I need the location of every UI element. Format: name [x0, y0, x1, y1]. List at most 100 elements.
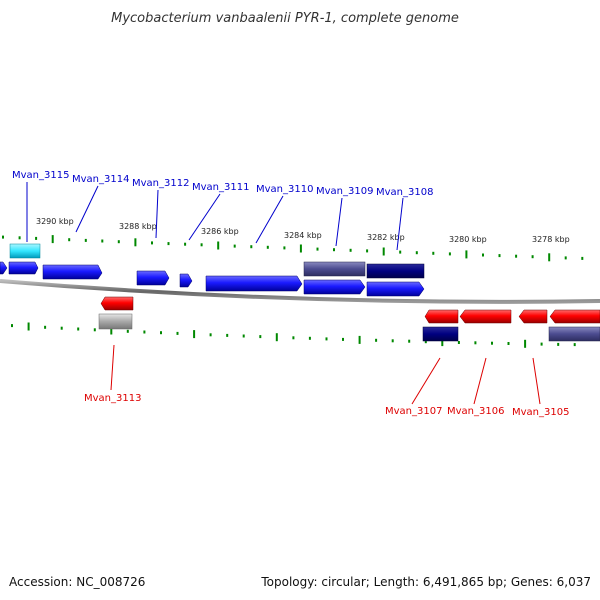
scale-tick-minor: [176, 331, 179, 335]
gene-mvan-3109-highlight[interactable]: [303, 261, 366, 277]
scale-tick-minor: [126, 329, 129, 333]
scale-tick-minor: [233, 244, 236, 248]
label-mvan-3113[interactable]: Mvan_3113: [84, 393, 141, 404]
scale-tick-minor: [283, 246, 286, 250]
scale-tick-minor: [498, 254, 501, 258]
scale-tick-minor: [564, 256, 567, 260]
genome-backbone: [0, 279, 600, 304]
gene-mvan-3108-highlight[interactable]: [366, 263, 425, 279]
scale-tick-minor: [399, 250, 402, 254]
callout-line-mvan-3112: [155, 189, 159, 239]
scale-label-3282: 3282 kbp: [367, 233, 405, 242]
gene-mvan-3109[interactable]: [303, 279, 366, 295]
scale-label-3290: 3290 kbp: [36, 217, 74, 226]
scale-tick-major: [27, 322, 30, 331]
scale-tick-minor: [415, 251, 418, 255]
scale-tick-minor: [250, 245, 253, 249]
scale-tick-major: [134, 238, 137, 247]
scale-tick-minor: [474, 341, 477, 345]
gene-reverse-partial-right-highlight[interactable]: [548, 326, 600, 342]
scale-tick-minor: [432, 251, 435, 255]
label-mvan-3108[interactable]: Mvan_3108: [376, 187, 433, 198]
gene-mvan-3111[interactable]: [179, 273, 193, 288]
scale-tick-major: [548, 253, 551, 262]
label-mvan-3110[interactable]: Mvan_3110: [256, 184, 313, 195]
forward-genes: [0, 243, 425, 297]
scale-tick-minor: [448, 252, 451, 256]
gene-mvan-3105[interactable]: [518, 309, 548, 324]
gene-mvan-3113-highlight[interactable]: [98, 313, 133, 330]
scale-tick-minor: [581, 256, 584, 260]
scale-tick-minor: [557, 342, 560, 346]
scale-ticks-lower: [11, 322, 576, 348]
scale-tick-minor: [342, 337, 344, 341]
scale-tick-minor: [391, 339, 394, 343]
scale-tick-minor: [60, 326, 63, 330]
scale-tick-minor: [242, 334, 245, 338]
label-mvan-3112[interactable]: Mvan_3112: [132, 178, 189, 189]
scale-tick-minor: [226, 333, 229, 337]
scale-tick-minor: [101, 239, 104, 243]
genome-summary-text: Topology: circular; Length: 6,491,865 bp…: [260, 575, 591, 589]
gene-mvan-3114[interactable]: [42, 264, 103, 280]
gene-mvan-3107[interactable]: [424, 309, 459, 324]
scale-tick-minor: [531, 255, 534, 259]
scale-tick-minor: [2, 235, 4, 239]
label-mvan-3114[interactable]: Mvan_3114: [72, 174, 129, 185]
gene-mvan-3115-highlight[interactable]: [9, 243, 41, 259]
gene-mvan-3107-highlight[interactable]: [422, 326, 459, 342]
scale-tick-major: [441, 338, 444, 347]
gene-mvan-3106[interactable]: [459, 309, 512, 324]
scale-tick-minor: [143, 330, 146, 334]
scale-tick-major: [275, 333, 278, 342]
callout-line-mvan-3107: [411, 357, 441, 405]
scale-tick-minor: [167, 242, 170, 246]
gene-forward-partial-left[interactable]: [0, 261, 8, 275]
scale-tick-minor: [333, 248, 335, 252]
accession-text: Accession: NC_008726: [9, 575, 145, 589]
scale-tick-minor: [209, 333, 212, 337]
scale-tick-minor: [266, 245, 269, 249]
scale-label-3288: 3288 kbp: [119, 222, 157, 231]
callout-line-mvan-3110: [255, 195, 284, 244]
label-mvan-3105[interactable]: Mvan_3105: [512, 407, 569, 418]
scale-tick-minor: [408, 339, 411, 343]
scale-tick-major: [51, 235, 54, 244]
label-mvan-3107[interactable]: Mvan_3107: [385, 406, 442, 417]
scale-tick-major: [465, 250, 468, 259]
scale-tick-minor: [424, 340, 427, 344]
scale-tick-minor: [375, 338, 378, 342]
scale-tick-minor: [44, 325, 47, 329]
callout-line-mvan-3111: [188, 193, 221, 241]
scale-ticks-upper: [2, 235, 584, 262]
gene-mvan-3110[interactable]: [205, 275, 303, 292]
label-mvan-3111[interactable]: Mvan_3111: [192, 182, 249, 193]
callout-line-mvan-3109: [335, 197, 343, 247]
gene-mvan-3112[interactable]: [136, 270, 170, 286]
scale-tick-minor: [540, 342, 543, 346]
gene-mvan-3113[interactable]: [100, 296, 134, 311]
callout-line-mvan-3108: [396, 197, 404, 251]
scale-tick-minor: [184, 242, 187, 246]
scale-label-3286: 3286 kbp: [201, 227, 239, 236]
scale-label-3284: 3284 kbp: [284, 231, 322, 240]
label-mvan-3115[interactable]: Mvan_3115: [12, 170, 69, 181]
scale-label-3278: 3278 kbp: [532, 235, 570, 244]
scale-tick-minor: [11, 324, 13, 328]
scale-tick-minor: [117, 240, 120, 244]
gene-reverse-partial-right[interactable]: [549, 309, 600, 324]
label-mvan-3109[interactable]: Mvan_3109: [316, 186, 373, 197]
callout-line-mvan-3106: [473, 357, 487, 405]
scale-tick-minor: [68, 238, 71, 242]
callout-line-mvan-3114: [75, 185, 99, 233]
scale-tick-major: [524, 339, 527, 348]
scale-tick-minor: [200, 243, 203, 247]
label-mvan-3106[interactable]: Mvan_3106: [447, 406, 504, 417]
gene-mvan-3115[interactable]: [8, 261, 39, 275]
callout-line-mvan-3105: [532, 357, 541, 405]
scale-tick-major: [358, 335, 361, 344]
scale-tick-major: [299, 244, 302, 253]
gene-mvan-3108[interactable]: [366, 281, 425, 297]
scale-tick-minor: [84, 238, 87, 242]
